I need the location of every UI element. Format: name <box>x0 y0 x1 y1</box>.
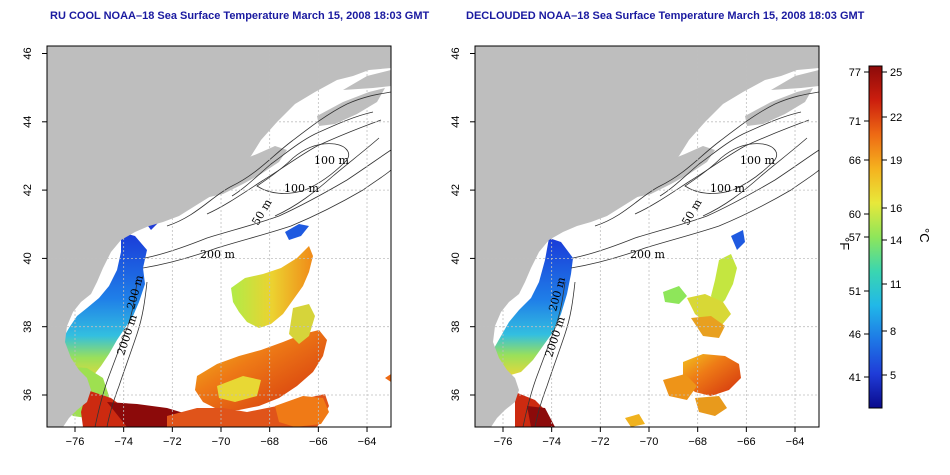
contour-label: 100 m <box>284 182 319 195</box>
y-tick-label: 40 <box>450 252 462 264</box>
y-tick-label: 42 <box>22 184 34 196</box>
y-tick-label: 40 <box>22 252 34 264</box>
x-tick-label: −76 <box>494 436 513 448</box>
y-tick-label: 36 <box>22 389 34 401</box>
contour-label: 100 m <box>710 182 745 195</box>
x-tick-label: −74 <box>114 436 133 448</box>
fahrenheit-tick-label: 71 <box>849 116 861 128</box>
fahrenheit-tick-label: 57 <box>849 232 861 244</box>
fahrenheit-unit-label: °F <box>837 237 852 250</box>
y-tick-label: 44 <box>22 116 34 128</box>
y-tick-label: 46 <box>22 47 34 59</box>
y-tick-label: 46 <box>450 47 462 59</box>
left-grid <box>47 46 391 427</box>
celsius-tick-label: 16 <box>890 203 902 215</box>
contour-label: 100 m <box>314 154 349 167</box>
fahrenheit-tick-label: 46 <box>849 329 861 341</box>
right-frame <box>474 45 820 428</box>
colorbar-ticks: 77 71 66 60 57 51 46 41 25 22 19 16 14 11 8 5 <box>849 67 903 384</box>
fahrenheit-tick-label: 51 <box>849 286 861 298</box>
y-tick-label: 36 <box>450 389 462 401</box>
x-tick-label: −76 <box>66 436 85 448</box>
x-tick-label: −64 <box>358 436 377 448</box>
y-tick-label: 38 <box>450 321 462 333</box>
contour-label: 100 m <box>740 154 775 167</box>
map-axes: −76 −74 −72 −70 −68 −66 −64 36 38 40 42 44 46 −76 −74 −… <box>22 47 804 448</box>
contour-label: 200 m <box>200 248 235 261</box>
celsius-unit-label: °C <box>917 228 932 243</box>
y-tick-label: 38 <box>22 321 34 333</box>
colorbar-scale <box>868 65 883 409</box>
right-grid <box>475 46 819 427</box>
colorbar: 77 71 66 60 57 51 46 41 25 22 19 16 14 11 8 5 °F °C <box>837 65 932 409</box>
right-sst-warm-water <box>625 254 741 427</box>
right-map-content <box>475 46 819 427</box>
x-tick-label: −64 <box>786 436 805 448</box>
x-tick-label: −70 <box>640 436 659 448</box>
x-tick-label: −74 <box>542 436 561 448</box>
celsius-tick-label: 25 <box>890 67 902 79</box>
fahrenheit-tick-label: 41 <box>849 372 861 384</box>
x-tick-label: −66 <box>737 436 756 448</box>
x-tick-label: −68 <box>688 436 707 448</box>
celsius-tick-label: 19 <box>890 155 902 167</box>
fahrenheit-tick-label: 77 <box>849 67 861 79</box>
x-tick-label: −66 <box>309 436 328 448</box>
x-tick-label: −70 <box>212 436 231 448</box>
x-tick-label: −68 <box>260 436 279 448</box>
celsius-tick-label: 22 <box>890 112 902 124</box>
celsius-tick-label: 8 <box>890 326 896 338</box>
fahrenheit-tick-label: 66 <box>849 155 861 167</box>
y-tick-label: 44 <box>450 116 462 128</box>
panel-left-title: RU COOL NOAA–18 Sea Surface Temperature … <box>50 10 430 22</box>
fahrenheit-tick-label: 60 <box>849 209 861 221</box>
left-frame <box>46 45 392 428</box>
x-tick-label: −72 <box>591 436 610 448</box>
celsius-tick-label: 11 <box>890 279 901 291</box>
contour-label: 200 m <box>630 248 665 261</box>
left-sst-warm-water <box>167 246 391 427</box>
right-map-panel <box>474 45 820 428</box>
y-tick-label: 42 <box>450 184 462 196</box>
celsius-tick-label: 14 <box>890 235 902 247</box>
celsius-tick-label: 5 <box>890 370 896 382</box>
panel-right-title: DECLOUDED NOAA–18 Sea Surface Temperatur… <box>466 10 865 22</box>
left-map-panel <box>46 45 392 428</box>
x-tick-label: −72 <box>163 436 182 448</box>
left-map-content <box>47 46 391 427</box>
